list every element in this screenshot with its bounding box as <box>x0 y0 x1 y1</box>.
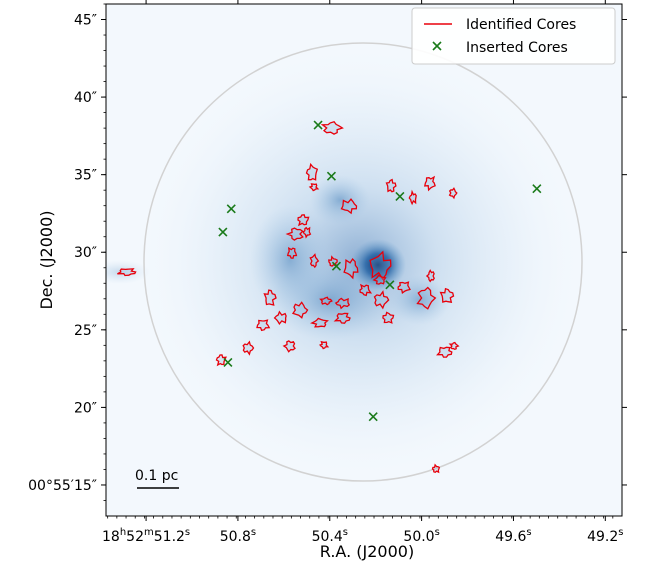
identified-core-contour <box>340 198 358 215</box>
y-tick-label: 20″ <box>74 400 97 416</box>
identified-core-contour <box>359 283 373 297</box>
inserted-core-marker <box>532 184 542 194</box>
bright-core <box>350 239 406 291</box>
identified-core-contour <box>242 340 255 356</box>
identified-core-contour <box>334 297 351 310</box>
inserted-core-marker <box>326 171 337 181</box>
y-tick-label: 00°55′15″ <box>28 478 97 494</box>
legend: Identified Cores Inserted Cores <box>411 7 616 65</box>
identified-core-contour <box>439 287 455 303</box>
identified-core-contour <box>373 290 390 310</box>
identified-core-contour <box>302 226 312 239</box>
identified-core-contour <box>333 312 351 324</box>
y-tick-label: 35″ <box>74 168 97 184</box>
inserted-core-marker <box>218 227 228 237</box>
identified-core-contour <box>448 341 460 351</box>
identified-core-contour <box>263 289 277 306</box>
identified-core-contour <box>291 301 309 319</box>
scale-bar-label: 0.1 pc <box>135 468 178 484</box>
identified-core-contour <box>416 286 437 310</box>
x-tick-label: 50.4s​ <box>312 527 348 545</box>
y-axis-title: Dec. (J2000) <box>37 210 56 309</box>
identified-core-contour <box>282 340 296 353</box>
identified-core-contour <box>256 319 271 332</box>
inserted-core-marker <box>331 261 342 271</box>
plot-frame <box>105 3 623 517</box>
identified-core-contour <box>319 340 330 350</box>
legend-label-identified: Identified Cores <box>466 17 576 33</box>
x-tick-label: 50.0s​ <box>403 527 439 545</box>
inserted-core-marker <box>226 204 236 214</box>
axis-ticks: 45″ 40″ 35″ 30″ 25″ 20″ 00°55′15″ 18h​52m​51.2s… <box>28 0 627 545</box>
legend-box <box>411 7 616 65</box>
scale-bar: 0.1 pc <box>135 468 179 489</box>
identified-core-contour <box>310 317 329 328</box>
inserted-cores <box>218 120 542 422</box>
y-tick-label: 25″ <box>74 323 97 339</box>
identified-core-contour <box>397 281 411 295</box>
y-tick-label: 45″ <box>74 13 97 29</box>
identified-core-contour <box>309 253 320 269</box>
identified-core-contour <box>382 311 395 324</box>
emission-blob <box>106 260 150 284</box>
legend-label-inserted: Inserted Cores <box>466 40 568 56</box>
identified-core-contour <box>297 214 310 227</box>
identified-core-contour <box>286 247 298 259</box>
identified-core-contour <box>215 354 227 367</box>
x-tick-label: 50.8s​ <box>220 527 256 545</box>
identified-core-contour <box>343 257 359 280</box>
inserted-core-marker <box>368 412 378 422</box>
identified-core-contour <box>308 183 320 192</box>
intensity-map: 0.1 pc <box>106 42 583 489</box>
emission-blob <box>310 175 370 225</box>
inserted-core-marker <box>223 357 233 367</box>
identified-core-contour <box>431 463 441 474</box>
identified-core-contour <box>117 268 137 277</box>
identified-core-contour <box>285 227 304 241</box>
field-circle <box>143 42 583 482</box>
identified-core-contour <box>320 120 344 135</box>
identified-core-contour <box>372 274 387 285</box>
x-tick-label: 49.2s​ <box>587 527 623 545</box>
identified-core-contour <box>305 162 319 181</box>
x-axis-title: R.A. (J2000) <box>320 542 414 561</box>
identified-core-contour <box>369 250 392 281</box>
identified-core-contour <box>385 178 397 193</box>
identified-core-contour <box>319 296 333 306</box>
identified-core-contour <box>436 346 453 358</box>
identified-cores <box>117 120 460 474</box>
inserted-core-marker <box>395 191 405 201</box>
y-tick-label: 40″ <box>74 90 97 106</box>
identified-core-contour <box>423 175 436 192</box>
y-tick-label: 30″ <box>74 245 97 261</box>
identified-core-contour <box>273 310 287 326</box>
x-tick-label: 18h​52m​51.2s​ <box>102 527 190 545</box>
inserted-core-marker <box>385 280 395 290</box>
identified-core-contour <box>408 189 417 206</box>
legend-x-icon <box>432 41 442 51</box>
identified-core-contour <box>448 187 458 200</box>
identified-core-contour <box>425 269 435 283</box>
x-tick-label: 49.6s​ <box>495 527 531 545</box>
inserted-core-marker <box>313 120 323 130</box>
plot-area: 0.1 pc 45″ 40″ 35″ 30″ 25″ 20″ 00°55′15″ 18h​52… <box>28 0 627 545</box>
